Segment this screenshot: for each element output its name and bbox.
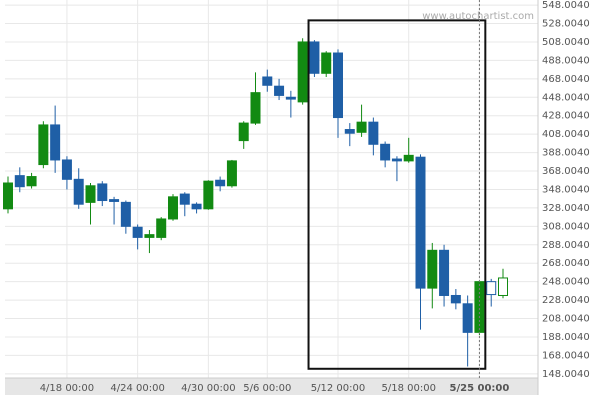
y-tick-label: 328.0040 <box>542 203 590 214</box>
candle-body <box>297 41 308 103</box>
x-tick-label: 5/25 00:00 <box>450 383 510 394</box>
y-tick-label: 468.0040 <box>542 74 590 85</box>
candle-body <box>498 277 508 296</box>
y-tick-label: 188.0040 <box>542 332 590 343</box>
y-tick-label: 268.0040 <box>542 258 590 269</box>
y-tick-label: 428.0040 <box>542 111 590 122</box>
candle-body <box>85 185 96 203</box>
x-tick-label: 5/6 00:00 <box>243 383 291 394</box>
x-tick-label: 4/30 00:00 <box>181 383 235 394</box>
x-tick-label: 5/12 00:00 <box>311 383 365 394</box>
candle-body <box>73 178 84 205</box>
candle-body <box>14 175 25 188</box>
candle-body <box>109 199 120 202</box>
candle-body <box>120 201 131 227</box>
candle-body <box>26 176 37 187</box>
candle-body <box>50 124 61 161</box>
y-tick-label: 148.0040 <box>542 369 590 380</box>
y-tick-label: 248.0040 <box>542 277 590 288</box>
candle-body <box>97 183 108 202</box>
candle-body <box>168 196 178 220</box>
y-tick-label: 168.0040 <box>542 350 590 361</box>
watermark: www.autochartist.com <box>422 11 534 22</box>
y-tick-label: 228.0040 <box>542 295 590 306</box>
candle-body <box>238 122 249 142</box>
x-tick-label: 4/24 00:00 <box>110 383 164 394</box>
candle-body <box>450 294 461 304</box>
candle-body <box>262 76 273 86</box>
candle-body <box>285 96 296 100</box>
y-tick-label: 508.0040 <box>542 37 590 48</box>
candle-body <box>38 124 49 166</box>
candle-body <box>415 156 426 289</box>
candle-body <box>356 121 367 133</box>
x-tick-label: 4/18 00:00 <box>40 383 94 394</box>
x-tick-label: 5/18 00:00 <box>381 383 435 394</box>
y-tick-label: 488.0040 <box>542 55 590 66</box>
y-tick-label: 368.0040 <box>542 166 590 177</box>
y-tick-label: 408.0040 <box>542 129 590 140</box>
y-tick-label: 448.0040 <box>542 92 590 103</box>
candle-body <box>333 52 343 119</box>
candle-body <box>144 234 155 238</box>
candle-body <box>462 303 473 333</box>
candle-body <box>215 179 226 187</box>
y-tick-label: 308.0040 <box>542 221 590 232</box>
candle-body <box>391 158 402 162</box>
pattern-box <box>307 19 487 370</box>
candle-body <box>250 92 261 124</box>
candle-body <box>380 143 391 161</box>
candle-body <box>427 249 438 289</box>
y-tick-label: 388.0040 <box>542 148 590 159</box>
candle-body <box>226 160 237 187</box>
y-tick-label: 548.0040 <box>542 0 590 11</box>
x-axis-band <box>5 378 538 395</box>
candle-body <box>344 129 355 134</box>
candle-body <box>309 41 320 74</box>
y-tick-label: 528.0040 <box>542 19 590 30</box>
y-tick-label: 208.0040 <box>542 314 590 325</box>
candle-body <box>368 121 379 145</box>
candle-body <box>132 226 143 238</box>
candle-body <box>3 182 13 210</box>
candle-body <box>179 193 190 205</box>
candle-body <box>203 180 214 210</box>
candle-body <box>61 159 72 180</box>
y-tick-label: 348.0040 <box>542 184 590 195</box>
y-tick-label: 288.0040 <box>542 240 590 251</box>
candle-body <box>486 281 497 296</box>
candle-body <box>321 52 332 74</box>
candle-body <box>439 249 450 296</box>
candle-body <box>403 154 414 162</box>
candle-body <box>156 218 167 238</box>
candle-body <box>274 85 285 96</box>
candle-body <box>191 203 202 210</box>
